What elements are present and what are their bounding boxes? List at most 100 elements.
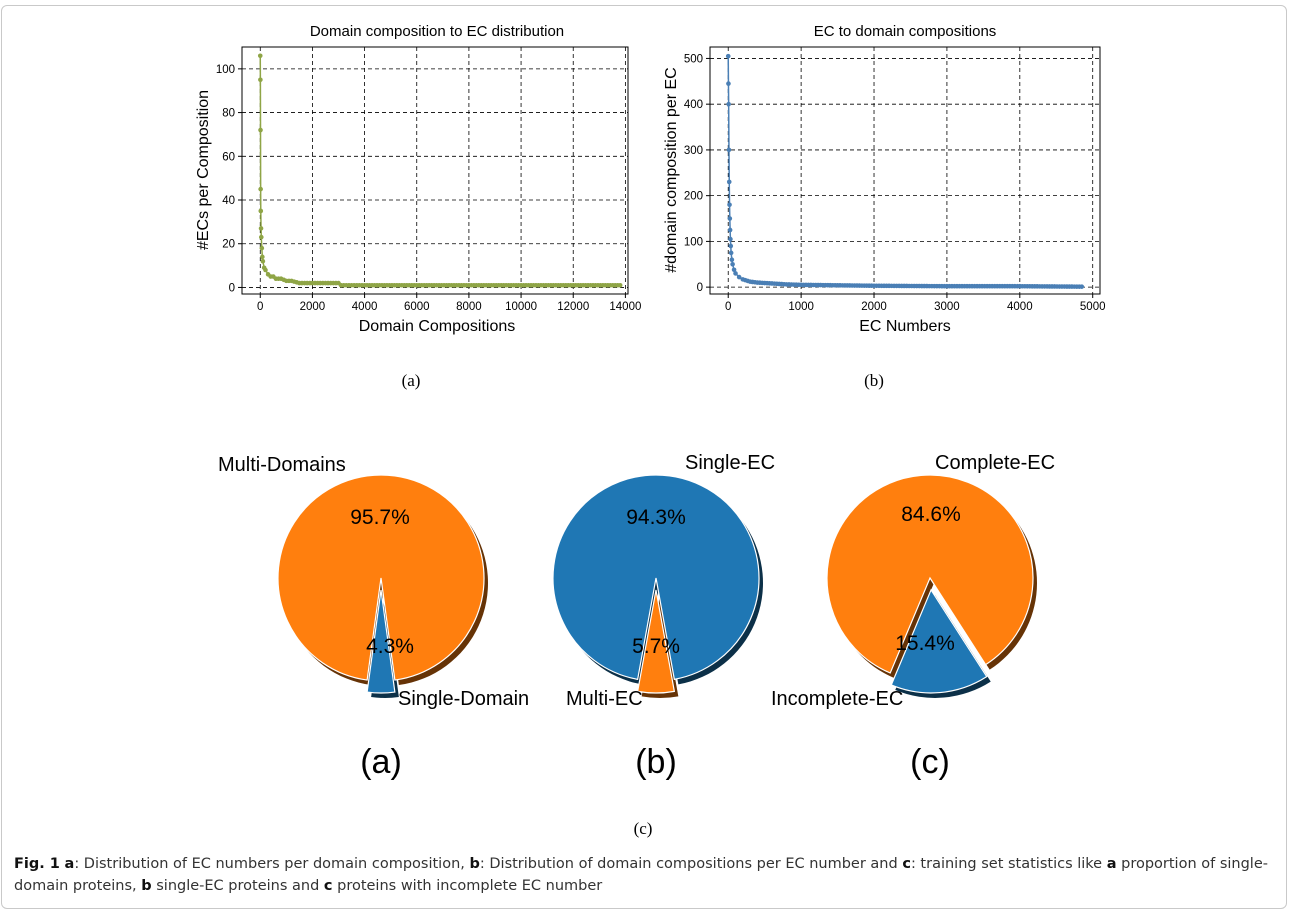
- caption-part-b: b: [469, 856, 480, 872]
- pie-a-minor-label: Single-Domain: [398, 688, 529, 710]
- data-point: [731, 267, 737, 273]
- chart-b-xlabel: EC Numbers: [859, 318, 951, 335]
- y-tick-label: 0: [229, 282, 235, 294]
- series-line: [727, 56, 1082, 288]
- y-tick-label: 300: [684, 145, 703, 157]
- data-point: [733, 271, 738, 276]
- pie-wedge: [552, 474, 760, 681]
- data-point: [727, 216, 733, 221]
- x-tick-label: 3000: [934, 301, 960, 313]
- subfigure-b-label: (b): [864, 371, 884, 390]
- x-tick-label: 1000: [788, 301, 814, 313]
- data-point: [257, 53, 263, 59]
- series-line: [259, 55, 621, 287]
- x-tick-label: 12000: [557, 301, 589, 313]
- data-point: [728, 236, 733, 242]
- pie-c-main-pct: 84.6%: [901, 503, 961, 526]
- data-point: [730, 261, 735, 267]
- data-point: [258, 226, 264, 231]
- caption-part-a: a: [64, 856, 75, 872]
- caption-text-c2: proteins with incomplete EC number: [332, 878, 603, 894]
- pie-a-main-label: Multi-Domains: [218, 454, 346, 476]
- pie-a-minor-pct: 4.3%: [366, 635, 414, 658]
- pie-c-main-label: Complete-EC: [935, 452, 1055, 474]
- data-point: [728, 250, 734, 256]
- data-point: [1079, 284, 1085, 289]
- pie-c-minor-pct: 15.4%: [895, 632, 955, 655]
- chart-a-title: Domain composition to EC distribution: [310, 23, 564, 40]
- caption-fig-label: Fig. 1: [14, 856, 60, 872]
- caption-text-a: : Distribution of EC numbers per domain …: [74, 856, 470, 872]
- x-tick-label: 0: [725, 301, 731, 313]
- data-point: [258, 186, 263, 192]
- caption-text-b2: single-EC proteins and: [151, 878, 324, 894]
- pie-wedge: [826, 474, 1034, 674]
- y-tick-label: 100: [216, 64, 235, 76]
- caption-part-b2: b: [141, 878, 152, 894]
- data-point: [736, 274, 742, 280]
- data-point: [726, 81, 731, 86]
- y-tick-label: 200: [684, 191, 703, 203]
- line-chart-b: EC to domain compositions EC Numbers #do…: [663, 23, 1106, 335]
- pie-b-main-pct: 94.3%: [626, 506, 686, 529]
- pie-wedge: [890, 588, 988, 694]
- y-tick-label: 80: [222, 108, 235, 120]
- y-tick-label: 20: [222, 239, 235, 251]
- pie-c-panel-label: (c): [910, 743, 950, 781]
- data-point: [263, 267, 268, 273]
- figure-canvas: Domain composition to EC distribution Do…: [195, 23, 1106, 838]
- data-point: [258, 208, 264, 214]
- data-point: [258, 77, 263, 83]
- pie-b-minor-pct: 5.7%: [632, 635, 680, 658]
- y-tick-label: 40: [222, 195, 235, 207]
- subfigure-c-label: (c): [634, 819, 653, 838]
- pie-chart-b: Single-EC Multi-EC 94.3% 5.7% (b): [552, 452, 775, 781]
- y-tick-label: 0: [697, 282, 703, 294]
- chart-b-ylabel: #domain composition per EC: [663, 67, 680, 272]
- caption-part-a2: a: [1106, 856, 1117, 872]
- data-point: [727, 202, 732, 208]
- data-point: [258, 127, 263, 133]
- y-tick-label: 60: [222, 151, 235, 163]
- data-point: [260, 258, 266, 264]
- data-point: [726, 147, 732, 153]
- pie-wedge: [636, 589, 676, 694]
- data-point: [259, 245, 265, 251]
- x-tick-label: 8000: [456, 301, 482, 313]
- x-tick-label: 2000: [300, 301, 326, 313]
- data-point: [728, 243, 734, 249]
- pie-b-minor-label: Multi-EC: [566, 688, 643, 710]
- figure-frame: [1, 5, 1287, 909]
- data-point: [617, 282, 623, 288]
- chart-a-xlabel: Domain Compositions: [359, 318, 516, 335]
- pie-a-main-pct: 95.7%: [350, 506, 410, 529]
- x-tick-label: 6000: [404, 301, 430, 313]
- figure-caption: Fig. 1 a: Distribution of EC numbers per…: [14, 853, 1276, 897]
- pie-chart-a: Multi-Domains Single-Domain 95.7% 4.3% (…: [218, 454, 529, 781]
- x-tick-label: 2000: [861, 301, 887, 313]
- data-point: [727, 227, 733, 233]
- x-tick-label: 14000: [609, 301, 641, 313]
- data-point: [259, 234, 264, 240]
- pie-b-panel-label: (b): [635, 743, 677, 781]
- y-tick-label: 500: [684, 53, 703, 65]
- y-tick-label: 100: [684, 236, 703, 248]
- chart-a-ylabel: #ECs per Composition: [195, 90, 212, 250]
- line-chart-a: Domain composition to EC distribution Do…: [195, 23, 641, 335]
- pie-chart-c: Complete-EC Incomplete-EC 84.6% 15.4% (c…: [771, 452, 1055, 781]
- caption-text-b: : Distribution of domain compositions pe…: [479, 856, 903, 872]
- y-tick-label: 400: [684, 99, 703, 111]
- x-tick-label: 10000: [505, 301, 537, 313]
- chart-b-title: EC to domain compositions: [814, 23, 997, 40]
- data-point: [726, 179, 732, 185]
- x-tick-label: 4000: [352, 301, 378, 313]
- pie-wedge: [366, 589, 396, 694]
- x-tick-label: 0: [257, 301, 263, 313]
- x-tick-label: 4000: [1007, 301, 1033, 313]
- data-point: [726, 101, 731, 107]
- pie-c-minor-label: Incomplete-EC: [771, 688, 903, 710]
- caption-text-c: : training set statistics like: [910, 856, 1107, 872]
- caption-part-c: c: [902, 856, 911, 872]
- pie-a-panel-label: (a): [360, 743, 402, 781]
- caption-part-c2: c: [323, 878, 333, 894]
